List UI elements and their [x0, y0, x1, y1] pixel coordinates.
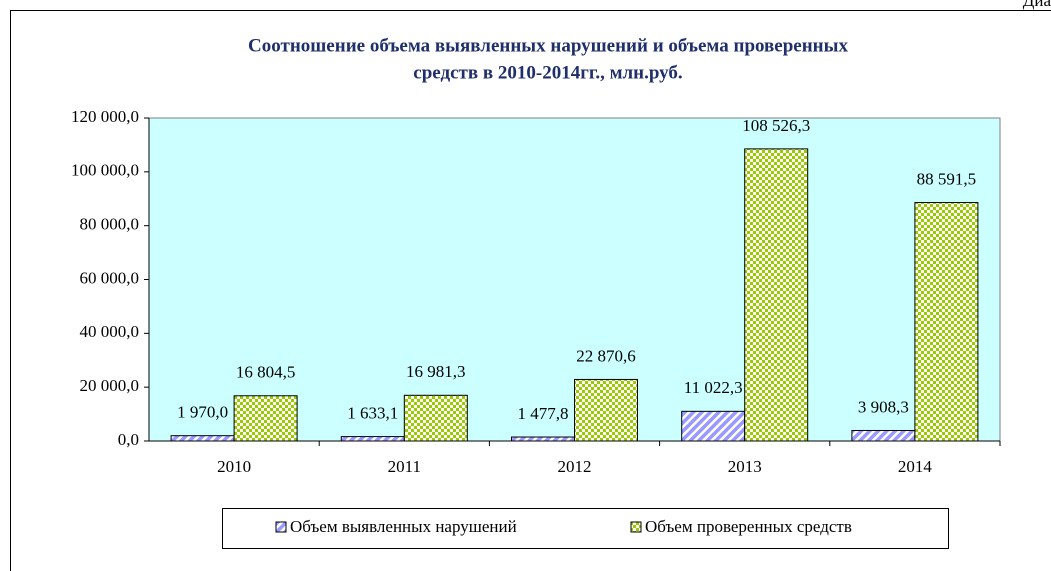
x-tick-label: 2012	[558, 457, 592, 476]
data-label: 88 591,5	[917, 169, 977, 188]
y-tick-label: 120 000,0	[71, 107, 139, 126]
bar	[914, 202, 979, 442]
x-tick-label: 2013	[728, 457, 762, 476]
corner-label: Диа	[1023, 0, 1051, 10]
data-label: 3 908,3	[858, 397, 909, 416]
data-label: 1 970,0	[177, 403, 228, 422]
bar	[403, 394, 468, 442]
chart-title: средств в 2010-2014гг., млн.руб.	[413, 62, 682, 83]
y-tick-label: 40 000,0	[80, 322, 140, 341]
bar	[574, 378, 638, 442]
legend	[222, 508, 949, 549]
data-label: 11 022,3	[684, 378, 743, 397]
bar	[851, 429, 916, 442]
data-label: 16 981,3	[406, 362, 466, 381]
bar	[744, 148, 809, 442]
y-tick-label: 20 000,0	[80, 376, 140, 395]
bar	[170, 435, 235, 442]
bar	[340, 436, 405, 442]
data-label: 16 804,5	[236, 363, 296, 382]
legend-label: Объем проверенных средств	[645, 517, 852, 536]
bar	[233, 395, 298, 442]
legend-swatch	[630, 521, 642, 533]
y-tick-label: 60 000,0	[80, 268, 140, 287]
data-label: 1 477,8	[518, 404, 569, 423]
y-tick-label: 80 000,0	[80, 215, 140, 234]
y-tick-label: 0,0	[118, 430, 139, 449]
legend-label: Объем выявленных нарушений	[290, 517, 517, 536]
x-tick-label: 2011	[388, 457, 421, 476]
chart-title: Соотношение объема выявленных нарушений …	[248, 35, 848, 56]
data-label: 22 870,6	[576, 346, 636, 365]
x-tick-label: 2010	[217, 457, 251, 476]
y-tick-label: 100 000,0	[71, 161, 139, 180]
data-label: 1 633,1	[347, 404, 398, 423]
bar	[681, 410, 746, 442]
legend-swatch	[275, 521, 287, 533]
bar	[511, 436, 575, 442]
data-label: 108 526,3	[742, 116, 810, 135]
x-tick-label: 2014	[898, 457, 933, 476]
